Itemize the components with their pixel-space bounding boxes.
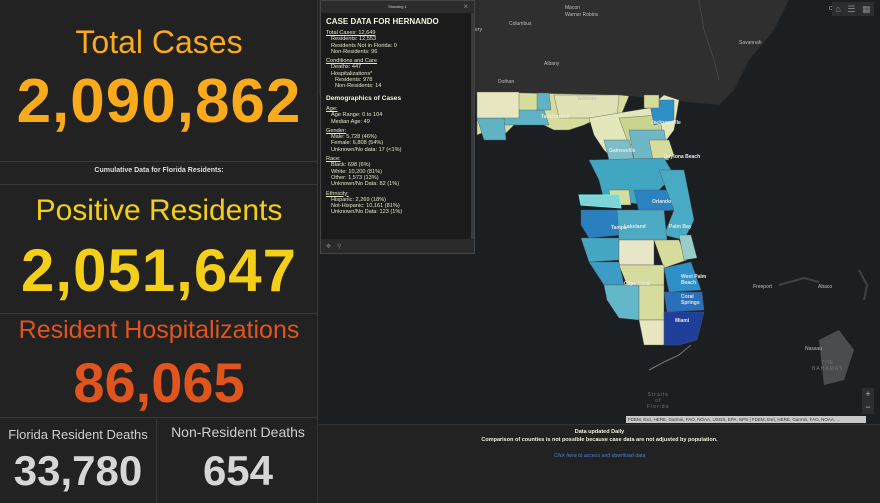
map-label-macon: Macon (565, 5, 581, 11)
florida-resident-deaths-value: 33,780 (13, 447, 143, 494)
positive-residents-value: 2,051,647 (21, 237, 297, 304)
non-resident-deaths-label: Non-Resident Deaths (171, 424, 305, 440)
basemap-gallery-icon[interactable]: ▦ (862, 3, 871, 14)
total-cases-card: Total Cases 2,090,862 (0, 0, 318, 162)
map-label-straits: Straits of Florida (647, 392, 670, 410)
map-label-gainesville: Gainesville (609, 148, 636, 154)
popup-header: Showing 1 × (321, 1, 474, 13)
popup-deaths: Deaths: 447 (331, 64, 362, 71)
popup-black: Black: 698 (6%) (331, 162, 371, 169)
popup-hispanic: Hispanic: 2,269 (18%) (331, 196, 387, 203)
hospitalizations-card: Resident Hospitalizations 86,065 (0, 314, 318, 418)
popup-white: White: 10,200 (81%) (331, 168, 382, 175)
data-updated-text: Data updated Daily (574, 429, 625, 435)
positive-residents-card: Positive Residents 2,051,647 (0, 186, 318, 314)
non-resident-deaths-card: Non-Resident Deaths 654 (158, 419, 318, 503)
map-label-dothan: Dothan (498, 79, 515, 85)
popup-body[interactable]: CASE DATA FOR HERNANDO Total Cases: 12,6… (321, 13, 474, 239)
map-label-coral-springs: Coral Springs (681, 294, 700, 306)
popup-total-cases: Total Cases: 12,649 (326, 30, 376, 36)
total-cases-label: Total Cases (75, 24, 243, 60)
popup-non-hispanic: Not-Hispanic: 10,161 (81%) (331, 203, 400, 210)
florida-resident-deaths-card: Florida Resident Deaths 33,780 (0, 419, 157, 503)
popup-residents: Residents: 12,553 (331, 36, 377, 43)
popup-age-heading: Age: (326, 105, 338, 112)
home-icon[interactable]: ⌂ (835, 4, 841, 14)
popup-race-heading: Race: (326, 156, 341, 163)
popup-gender-heading: Gender: (326, 127, 347, 134)
popup-age-range: Age Range: 0 to 104 (331, 112, 383, 119)
positive-residents-label: Positive Residents (35, 194, 283, 227)
florida-resident-deaths-label: Florida Resident Deaths (8, 427, 148, 442)
popup-race-unknown: Unknown/No Data: 82 (1%) (331, 181, 400, 188)
popup-ethnicity-heading: Ethnicity: (326, 190, 349, 197)
map-label-abaco: Abaco (818, 284, 833, 290)
zoom-out-button[interactable]: − (865, 402, 871, 412)
map-label-cape-coral: Cape Coral (624, 281, 651, 287)
popup-title: CASE DATA FOR HERNANDO (326, 17, 439, 26)
popup-median-age: Median Age: 49 (331, 118, 370, 125)
dock-icon[interactable]: ✥ (326, 243, 332, 250)
popup-other: Other: 1,573 (13%) (331, 174, 379, 181)
popup-footer: ✥ ⚲ (321, 239, 474, 253)
map-label-edge: ery (475, 27, 482, 33)
non-resident-deaths-value: 654 (202, 447, 274, 494)
map-label-columbus: Columbus (509, 21, 532, 27)
map-attribution[interactable]: FDEM, Esri, HERE, Garmin, FAO, NOAA, USG… (626, 416, 866, 423)
popup-hosp-residents: Residents: 978 (335, 77, 373, 84)
map-label-tallahassee: Tallahassee (541, 114, 569, 120)
total-cases-value: 2,090,862 (16, 67, 302, 136)
popup-residents-not-in-fl: Residents Not in Florida: 0 (331, 42, 397, 49)
map-label-freeport: Freeport (753, 284, 772, 290)
map-label-jacksonville: Jacksonville (651, 120, 681, 126)
map-label-albany: Albany (544, 61, 560, 67)
hospitalizations-label: Resident Hospitalizations (18, 316, 300, 344)
zoom-in-button[interactable]: + (865, 389, 871, 399)
map-label-bahamas: THE BAHAMAS (812, 360, 844, 372)
hospitalizations-value: 86,065 (73, 351, 245, 414)
popup-male: Male: 5,728 (46%) (331, 134, 377, 141)
map-label-warner-robins: Warner Robins (565, 12, 599, 18)
close-icon[interactable]: × (463, 2, 468, 11)
map-label-daytona: Daytona Beach (664, 154, 701, 160)
map-label-miami: Miami (675, 318, 690, 324)
popup-header-title: Showing 1 (388, 4, 407, 9)
map-widget-bar: ⌂ ☰ ▦ (832, 2, 874, 16)
map-label-tampa: Tampa (611, 225, 627, 231)
popup-hospitalizations: Hospitalizations* (331, 70, 373, 77)
map-label-palm-bay: Palm Bay (669, 224, 692, 230)
stats-panel: Total Cases 2,090,862 Cumulative Data fo… (0, 0, 318, 503)
zoom-control: + − (862, 388, 874, 414)
zoom-to-icon[interactable]: ⚲ (337, 243, 342, 250)
list-icon[interactable]: ☰ (847, 3, 856, 14)
popup-hosp-non-residents: Non-Residents: 14 (335, 83, 382, 90)
popup-female: Female: 6,808 (54%) (331, 140, 384, 147)
popup-conditions-heading: Conditions and Care (326, 58, 377, 65)
map-label-nassau: Nassau (805, 346, 822, 352)
cumulative-note: Cumulative Data for Florida Residents: (0, 163, 318, 185)
popup-non-residents: Non-Residents: 96 (331, 48, 378, 55)
popup-gender-unknown: Unknown/No data: 17 (<1%) (331, 146, 402, 153)
comparison-disclaimer: Comparison of counties is not possible b… (481, 437, 718, 443)
map-label-lakeland: Lakeland (624, 224, 646, 230)
popup-demographics-heading: Demographics of Cases (326, 94, 402, 102)
info-panel: Data updated Daily Comparison of countie… (319, 424, 880, 503)
map-label-valdosta: Valdosta (577, 96, 597, 102)
download-data-link[interactable]: Click here to access and download data (553, 453, 646, 459)
map-label-orlando: Orlando (652, 199, 672, 205)
map-label-west-palm: West Palm Beach (681, 274, 707, 286)
map-label-savannah: Savannah (739, 40, 762, 46)
county-popup: Showing 1 × CASE DATA FOR HERNANDO Total… (320, 0, 475, 254)
popup-ethnicity-unknown: Unknown/No Data: 123 (1%) (331, 209, 403, 216)
